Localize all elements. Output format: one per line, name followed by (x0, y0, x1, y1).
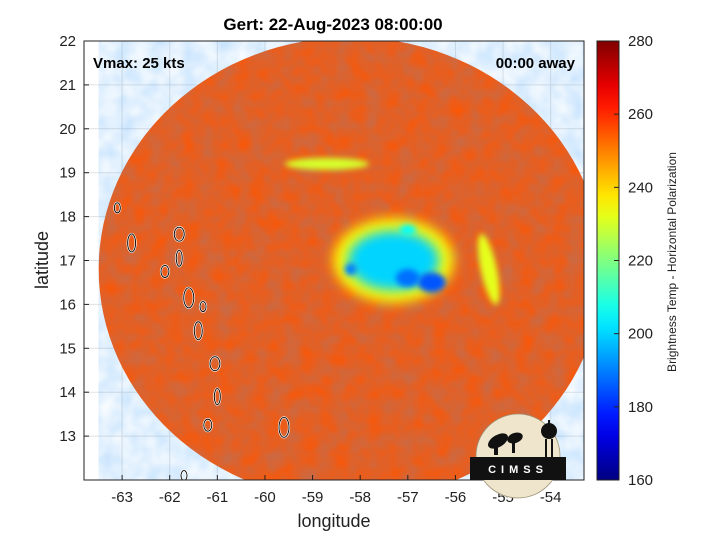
island-outline-core (160, 265, 170, 278)
colorbar: 280 260 240 220 200 180 160 Brightness Temp - … (596, 33, 679, 489)
vmax-annotation: Vmax: 25 kts (93, 55, 185, 72)
x-tick-label: -54 (540, 489, 562, 506)
plot-area: -63 -62 -61 -60 -59 -58 -57 -56 -55 -54 131415161… (59, 33, 585, 506)
logo-text: CIMSS (488, 464, 548, 476)
y-tick-label: 17 (59, 253, 76, 270)
colorbar-tick-label: 260 (628, 106, 653, 123)
island-outline-core (193, 321, 203, 341)
x-tick-label: -58 (349, 489, 371, 506)
y-tick-label: 19 (59, 165, 76, 182)
island-outline-core (213, 388, 221, 406)
y-tick-label: 14 (59, 384, 76, 401)
feature-core-hot-2 (395, 269, 420, 288)
colorbar-tick-label: 240 (628, 179, 653, 196)
y-tick-label: 16 (59, 296, 76, 313)
y-tick-label: 13 (59, 428, 76, 445)
colorbar-ticks: 280 260 240 220 200 180 160 (614, 33, 653, 489)
y-tick-label: 22 (59, 33, 76, 50)
island-outline-core (209, 356, 221, 372)
satellite-dish-icon (488, 432, 523, 455)
island-outline-core (173, 226, 185, 242)
feature-band-north (284, 157, 369, 170)
colorbar-tick-label: 220 (628, 253, 653, 270)
colorbar-tick-label: 160 (628, 472, 653, 489)
island-outline-core (113, 202, 121, 214)
island-outline-core (175, 249, 183, 267)
island-outline-core (180, 470, 188, 480)
convection-features (284, 157, 500, 305)
x-tick-label: -59 (302, 489, 324, 506)
time-away-annotation: 00:00 away (496, 55, 576, 72)
feature-core-north (399, 224, 416, 235)
island-outline-core (203, 418, 213, 432)
colorbar-label: Brightness Temp - Horizontal Polarizatio… (665, 152, 679, 372)
x-axis-label: longitude (297, 511, 370, 531)
chart-title: Gert: 22-Aug-2023 08:00:00 (223, 15, 442, 34)
y-tick-label: 18 (59, 209, 76, 226)
x-ticks: -63 -62 -61 -60 -59 -58 -57 -56 -55 -54 (111, 475, 562, 506)
y-tick-label: 20 (59, 121, 76, 138)
colorbar-tick-label: 280 (628, 33, 653, 50)
x-tick-label: -62 (159, 489, 181, 506)
x-tick-label: -63 (111, 489, 133, 506)
x-tick-label: -60 (254, 489, 276, 506)
cimss-logo: CIMSS (470, 413, 566, 499)
feature-band-east (477, 234, 500, 305)
colorbar-tick-label: 180 (628, 399, 653, 416)
island-outline-core (278, 416, 290, 438)
y-tick-label: 15 (59, 340, 76, 357)
feature-core-hot-3 (344, 263, 357, 276)
y-ticks: 13 14 15 16 17 18 19 20 21 22 (59, 33, 89, 445)
feature-core-hot-1 (417, 272, 446, 293)
land-outlines (113, 201, 291, 480)
island-outline-core (127, 233, 137, 253)
y-axis-label: latitude (32, 231, 52, 289)
colorbar-tick-label: 200 (628, 326, 653, 343)
island-outline-core (199, 301, 207, 313)
island-outline-core (183, 287, 195, 309)
x-tick-label: -56 (445, 489, 467, 506)
water-tower-icon (541, 420, 557, 457)
logo-band (470, 457, 566, 480)
y-tick-label: 21 (59, 77, 76, 94)
x-tick-label: -61 (206, 489, 228, 506)
x-tick-label: -57 (397, 489, 419, 506)
